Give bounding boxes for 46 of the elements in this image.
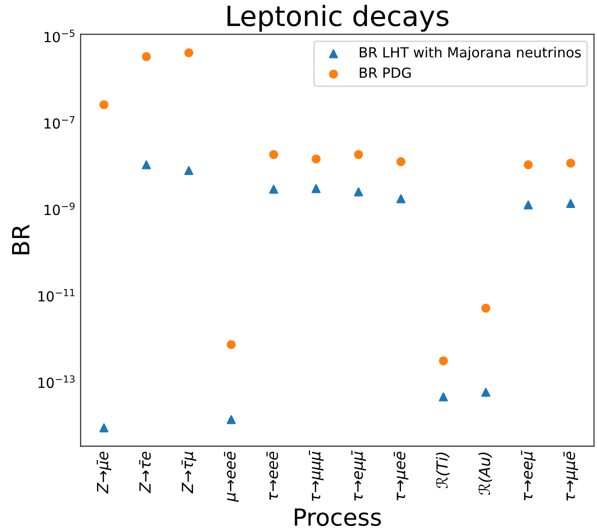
x-tick-label: Z→τ̄e: [139, 452, 151, 494]
y-tick-label: 10$^{−13}$: [38, 375, 75, 388]
point: [184, 166, 194, 176]
x-tick-label: τ→μμμ̄: [308, 450, 324, 501]
x-tick-label: τ→eeμ̄: [521, 450, 536, 500]
point: [312, 154, 321, 164]
point: [354, 150, 364, 160]
x-tick-label: ℛ(Ti): [436, 452, 450, 488]
x-axis-title: Process: [294, 508, 381, 526]
point: [481, 388, 490, 397]
point: [566, 158, 576, 168]
point: [524, 160, 533, 170]
y-tick-label: 10$^{−11}$: [38, 289, 74, 302]
point: [354, 187, 364, 196]
point: [142, 52, 151, 62]
x-tick-label: Z→μ̄e: [96, 452, 112, 494]
point: [226, 340, 236, 350]
x-tick-label: τ→eμμ̄: [351, 450, 366, 501]
point: [524, 200, 533, 210]
x-tick-label: Z→τ̄μ: [182, 452, 196, 494]
point: [396, 194, 406, 204]
point: [226, 415, 236, 424]
y-tick-label: 10$^{−5}$: [44, 30, 74, 42]
point: [269, 184, 278, 194]
y-tick-label: 10$^{−9}$: [44, 202, 75, 216]
point: [566, 199, 576, 208]
y-tick-label: 10$^{−7}$: [44, 116, 74, 129]
point: [269, 150, 278, 160]
point: [438, 356, 448, 366]
x-tick-label: τ→μμē: [564, 452, 578, 501]
point: [481, 304, 490, 313]
point: [99, 423, 108, 432]
point: [438, 392, 448, 402]
point: [396, 157, 406, 166]
x-tick-label: μ→eeē: [224, 452, 239, 502]
x-tick-label: ℛ(Au): [478, 452, 492, 495]
legend-label: BR LHT with Majorana neutrinos: [360, 46, 581, 60]
y-axis-title: BR: [12, 224, 30, 254]
point: [142, 160, 151, 170]
point: [99, 100, 108, 110]
point: [184, 48, 194, 58]
chart-title: Leptonic decays: [228, 4, 448, 32]
x-tick-label: τ→μeē: [394, 452, 408, 500]
legend-label: BR PDG: [360, 67, 411, 78]
point: [312, 184, 321, 194]
x-tick-label: τ→eeē: [266, 452, 278, 500]
